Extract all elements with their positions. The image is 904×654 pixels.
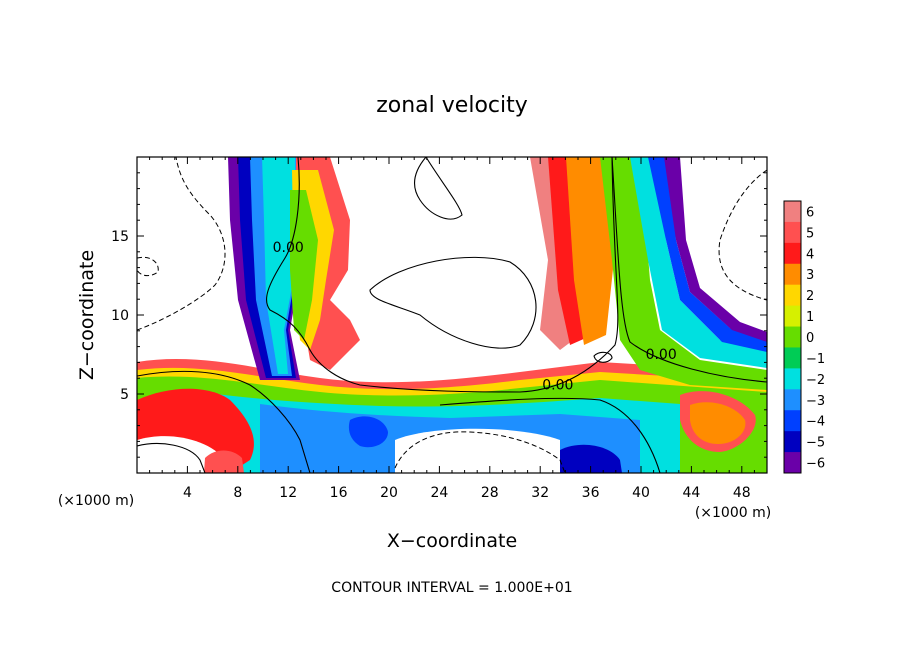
y-axis-label: Z−coordinate — [76, 250, 98, 380]
chart-title: zonal velocity — [376, 93, 528, 118]
colorbar-label: 2 — [806, 289, 814, 304]
x-axis-label: X−coordinate — [387, 530, 517, 552]
colorbar-label: 6 — [806, 205, 814, 220]
x-axis-unit-left: (×1000 m) — [58, 493, 134, 509]
contour-dashed-left — [137, 157, 226, 331]
colorbar-swatch — [784, 221, 801, 244]
colorbar-swatch — [784, 284, 801, 307]
colorbar-label: −2 — [806, 373, 825, 388]
field-cell-lower-left-red2 — [204, 450, 244, 473]
contour-label: 0.00 — [542, 377, 573, 393]
field-plume-right-orange — [566, 157, 614, 345]
colorbar-label: 1 — [806, 310, 814, 325]
x-tick-label: 48 — [733, 485, 751, 501]
colorbar-swatch — [784, 242, 801, 265]
x-tick-label: 12 — [279, 485, 297, 501]
colorbar-swatch — [784, 389, 801, 411]
field-plume-right-blue — [648, 157, 767, 352]
contour-labels: 0.00 0.00 0.00 — [273, 240, 677, 393]
contour-dashed-leftmid — [137, 256, 159, 277]
contour-zero-low — [439, 397, 661, 473]
colorbar-label: 4 — [806, 247, 814, 262]
colorbar-label: −6 — [806, 457, 825, 472]
x-tick-label: 24 — [430, 485, 448, 501]
colorbar: 6 5 4 3 2 1 0 −1 −2 −3 −4 −5 −6 — [783, 200, 825, 474]
y-tick-label: 5 — [120, 387, 129, 403]
contour-field: 0.00 0.00 0.00 — [137, 157, 767, 473]
x-tick-label: 16 — [330, 485, 348, 501]
field-blob-bottom-blue — [560, 444, 622, 473]
colorbar-label: 5 — [806, 226, 814, 241]
x-tick-label: 44 — [682, 485, 700, 501]
y-axis: 5 10 15 — [111, 172, 767, 458]
contour-zero-right — [611, 157, 767, 383]
field-plume-left-green — [290, 190, 318, 340]
field-blob-lower-center-blue — [348, 416, 388, 448]
field-plume-right-cyan — [630, 157, 767, 368]
x-tick-label: 36 — [582, 485, 600, 501]
field-shaft-left-cyan — [262, 157, 297, 374]
contour-closed-center — [369, 256, 537, 349]
colorbar-label: 0 — [806, 331, 814, 346]
colorbar-label: −3 — [806, 394, 825, 409]
colorbar-swatch — [784, 410, 801, 432]
colorbar-swatch — [784, 368, 801, 390]
colorbar-label: −1 — [806, 352, 825, 367]
colorbar-frame — [783, 200, 802, 474]
colorbar-swatch — [784, 305, 801, 328]
colorbar-swatch — [784, 452, 801, 474]
colorbar-swatch — [784, 347, 801, 369]
x-tick-label: 40 — [632, 485, 650, 501]
contour-bottom-left — [137, 443, 206, 473]
contour-dashed-right — [718, 169, 767, 301]
colorbar-label: 3 — [806, 268, 814, 283]
colorbar-label: −5 — [806, 436, 825, 451]
contour-small-ellipse — [593, 351, 613, 363]
contour-label: 0.00 — [273, 240, 304, 256]
y-tick-label: 10 — [111, 308, 129, 324]
x-tick-label: 4 — [183, 485, 192, 501]
field-plume-right-purple — [664, 157, 767, 342]
x-tick-label: 20 — [380, 485, 398, 501]
colorbar-swatch — [784, 201, 801, 223]
colorbar-swatch — [784, 326, 801, 348]
x-tick-label: 8 — [233, 485, 242, 501]
x-axis: 4 8 12 16 20 24 28 32 36 40 44 48 — [149, 157, 755, 501]
contour-dashed-bottom — [394, 431, 566, 473]
field-blob-lower-right-orange — [690, 402, 746, 444]
contour-zero-left — [137, 370, 311, 473]
contour-zero-shaft — [266, 157, 619, 393]
y-tick-label: 15 — [111, 229, 129, 245]
field-white-bottom — [395, 428, 560, 473]
x-axis-unit-right: (×1000 m) — [695, 505, 771, 521]
contour-interval-note: CONTOUR INTERVAL = 1.000E+01 — [331, 580, 572, 596]
contour-label: 0.00 — [646, 347, 677, 363]
x-tick-label: 32 — [531, 485, 549, 501]
contour-top-center — [414, 157, 463, 220]
colorbar-label: −4 — [806, 415, 825, 430]
colorbar-swatch — [784, 263, 801, 286]
colorbar-swatch — [784, 431, 801, 453]
x-tick-label: 28 — [481, 485, 499, 501]
